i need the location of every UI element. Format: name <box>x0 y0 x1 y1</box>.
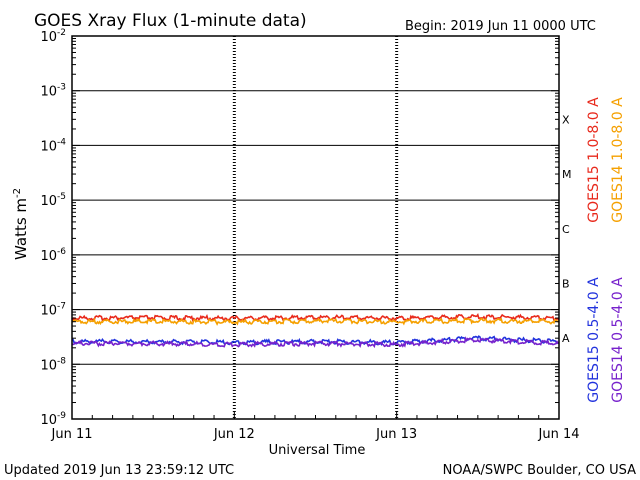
y-tick-exponent: -6 <box>57 247 66 257</box>
y-tick-base: 10 <box>40 413 57 428</box>
y-tick-base: 10 <box>40 85 57 100</box>
axes <box>71 35 560 420</box>
legend-entry: GOES15 0.5-4.0 A <box>586 277 602 403</box>
series-line <box>71 336 560 349</box>
y-tick-exponent: -4 <box>57 137 66 147</box>
updated-time: Updated 2019 Jun 13 23:59:12 UTC <box>4 463 234 478</box>
y-tick-label: 10-2 <box>40 28 66 45</box>
y-tick-exponent: -5 <box>57 192 66 202</box>
plot-frame <box>71 35 560 420</box>
flare-class-c: C <box>562 223 570 236</box>
flare-class-m: M <box>562 168 572 181</box>
legend-entry: GOES14 1.0-8.0 A <box>610 97 626 223</box>
y-axis-label-text: Watts m <box>12 198 30 260</box>
y-tick-labels: 10-210-310-410-510-610-710-810-9 <box>40 28 66 428</box>
y-axis-label-exponent: -2 <box>12 188 23 198</box>
x-tick-labels: Jun 11 Jun 12 Jun 13 Jun 14 <box>51 427 580 442</box>
y-tick-label: 10-6 <box>40 247 66 264</box>
y-tick-base: 10 <box>40 139 57 154</box>
flare-class-labels: X M C B A <box>562 113 572 345</box>
y-tick-base: 10 <box>40 304 57 319</box>
y-tick-base: 10 <box>40 30 57 45</box>
y-tick-label: 10-5 <box>40 192 66 209</box>
y-tick-exponent: -2 <box>57 28 66 38</box>
y-tick-exponent: -7 <box>57 302 66 312</box>
flare-class-a: A <box>562 332 570 345</box>
legend: GOES15 1.0-8.0 A GOES14 1.0-8.0 A GOES15 0… <box>586 97 626 403</box>
begin-time: Begin: 2019 Jun 11 0000 UTC <box>405 19 596 34</box>
y-tick-label: 10-7 <box>40 302 66 319</box>
y-tick-label: 10-4 <box>40 137 66 154</box>
y-tick-base: 10 <box>40 194 57 209</box>
x-tick-label: Jun 13 <box>375 427 417 442</box>
y-tick-exponent: -3 <box>57 83 66 93</box>
y-tick-base: 10 <box>40 358 57 373</box>
y-tick-label: 10-8 <box>40 356 66 373</box>
y-axis-label: Watts m-2 <box>12 188 30 260</box>
y-tick-base: 10 <box>40 249 57 264</box>
source-credit: NOAA/SWPC Boulder, CO USA <box>443 463 636 478</box>
series-line <box>71 316 560 326</box>
flare-class-x: X <box>562 113 570 126</box>
chart-title: GOES Xray Flux (1-minute data) <box>34 11 307 31</box>
x-tick-label: Jun 14 <box>538 427 580 442</box>
legend-entry: GOES15 1.0-8.0 A <box>586 97 602 223</box>
x-tick-label: Jun 11 <box>51 427 93 442</box>
y-tick-label: 10-9 <box>40 411 66 428</box>
y-tick-label: 10-3 <box>40 83 66 100</box>
grid <box>72 36 559 419</box>
flare-class-b: B <box>562 277 570 290</box>
x-tick-label: Jun 12 <box>213 427 255 442</box>
y-tick-exponent: -8 <box>57 356 66 366</box>
series-layer <box>71 312 560 349</box>
y-tick-exponent: -9 <box>57 411 66 421</box>
x-axis-label: Universal Time <box>269 443 366 458</box>
legend-entry: GOES14 0.5-4.0 A <box>610 277 626 403</box>
